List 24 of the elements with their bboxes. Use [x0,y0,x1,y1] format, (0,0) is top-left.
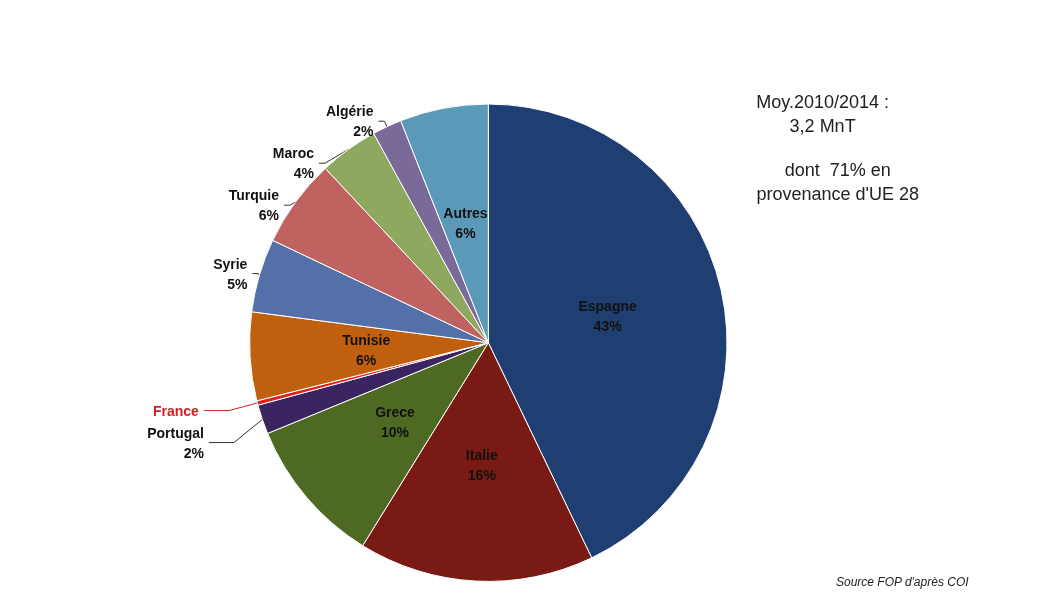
slice-label: Syrie [213,255,248,272]
data-label: 6% [455,224,477,241]
slice-label: Italie [465,446,498,463]
slice-label: Tunisie [342,331,391,348]
text: dont 71% en provenance d'UE 28 [756,160,919,204]
slice-label: Portugal [147,424,204,441]
slice-label: Algérie [325,103,374,120]
data-label: 16% [467,466,497,483]
data-label: 6% [356,351,377,368]
text: Moy.2010/2014 : 3,2 MnT [756,92,889,136]
slice-label: Autres [443,204,488,221]
slice-label: Espagne [578,297,637,314]
slice-label: Maroc [272,145,315,162]
data-label: 43% [593,317,623,334]
data-label: 5% [227,275,248,292]
data-label: 6% [258,207,280,224]
slice-label: France [152,402,200,419]
data-label: 2% [183,444,205,461]
data-label: 10% [380,423,410,440]
source-note: Source FOP d'après COI [835,575,970,589]
slice-label: Grece [375,403,416,420]
data-label: 2% [353,123,374,140]
slice-label: Turquie [228,187,280,204]
data-label: 4% [293,165,315,182]
